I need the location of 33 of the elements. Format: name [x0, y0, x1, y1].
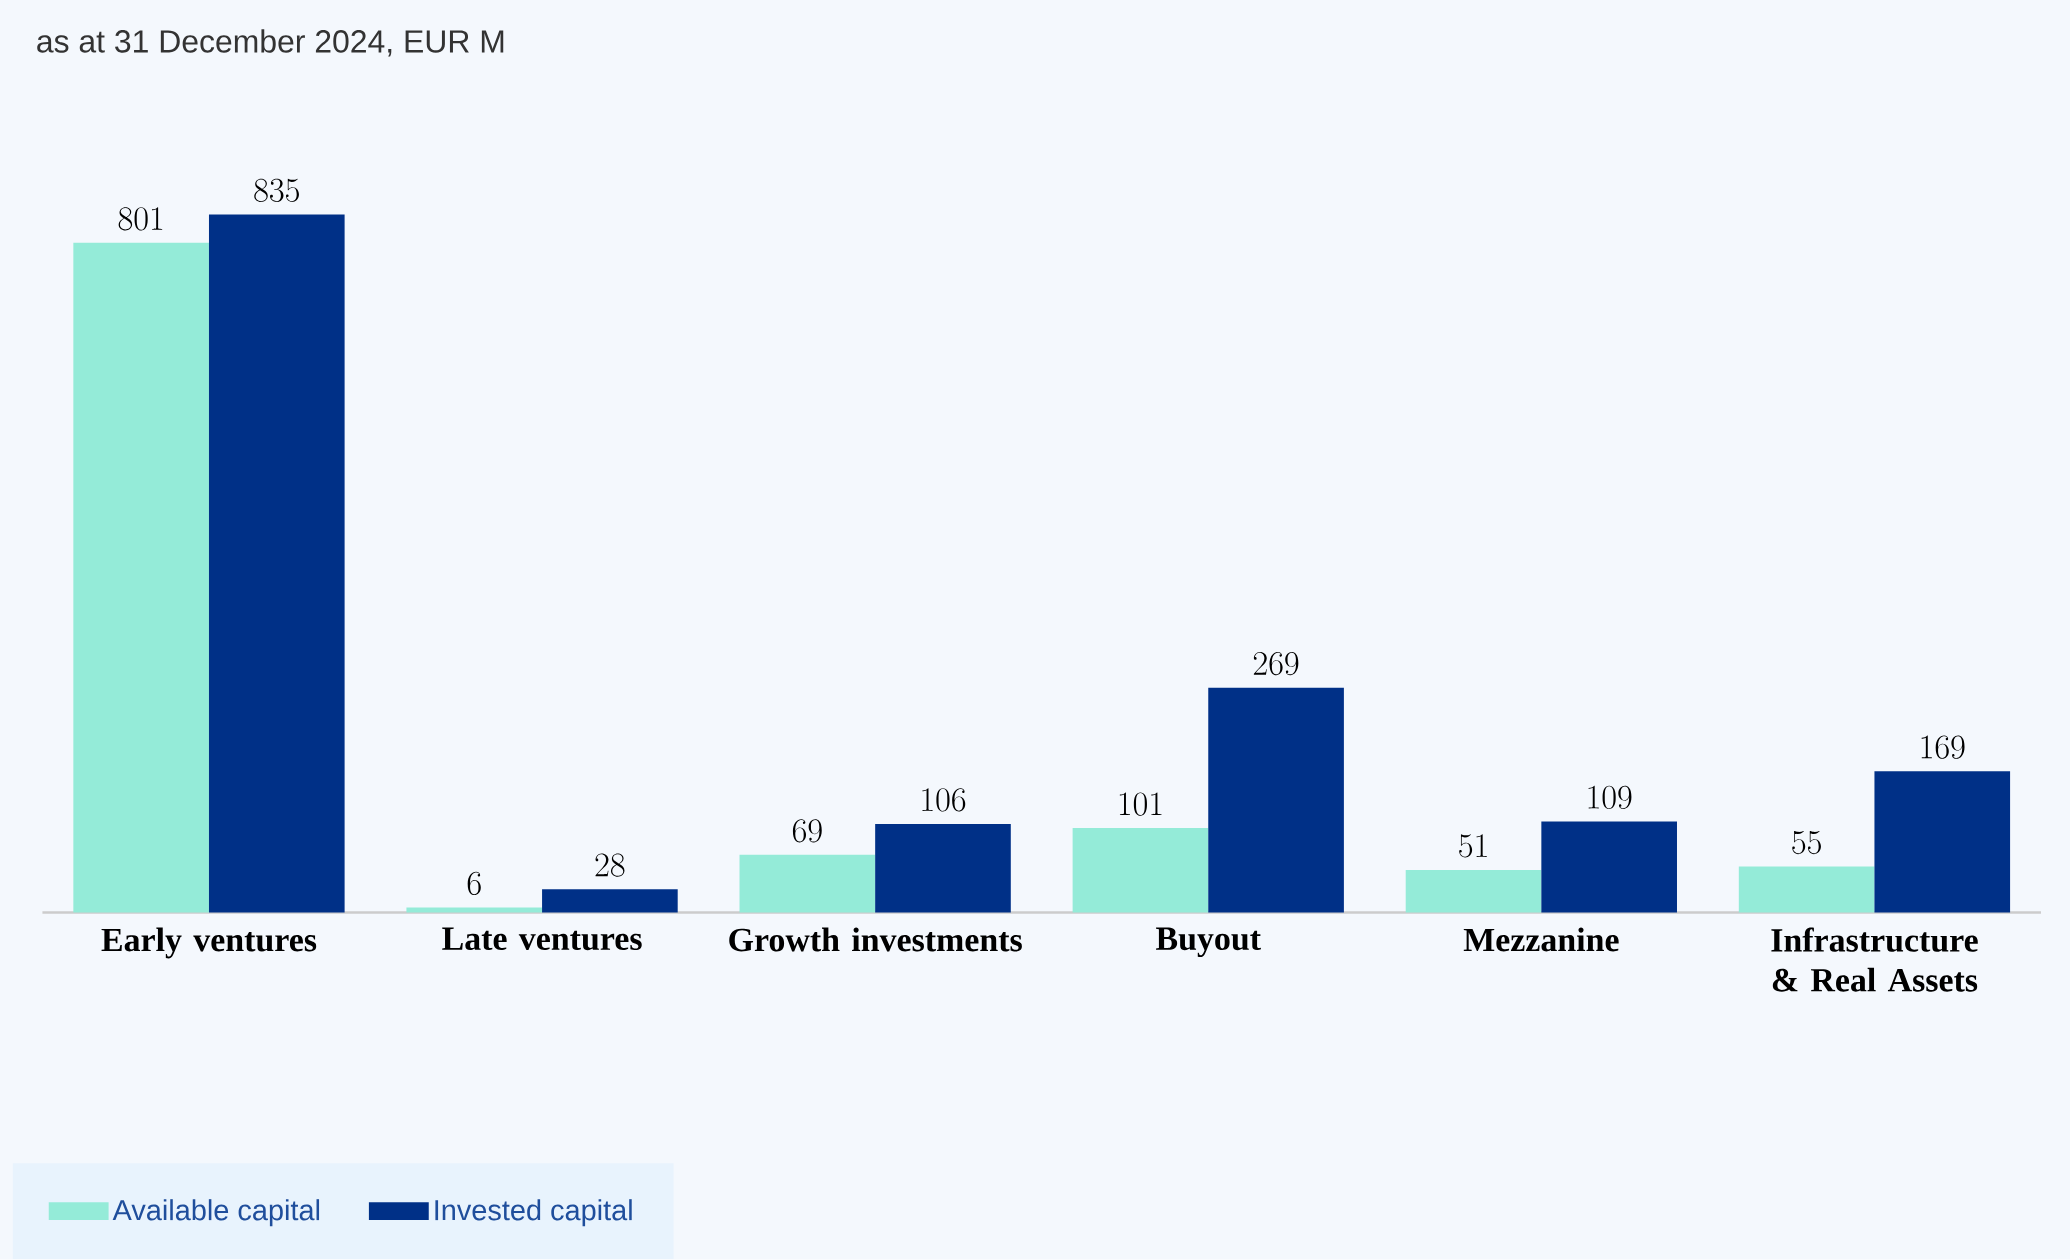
x-tick-label: Late ventures — [442, 927, 642, 951]
bar — [208, 214, 345, 913]
data-label: 109 — [1588, 785, 1632, 810]
data-label: 55 — [1792, 831, 1821, 855]
data-label: 101 — [1119, 792, 1162, 816]
legend-label: Invested capital — [435, 1199, 632, 1227]
bar — [1208, 687, 1344, 913]
data-label: 69 — [792, 819, 822, 843]
x-tick-label: Mezzanine — [1463, 927, 1619, 952]
bar — [1738, 866, 1875, 913]
bar — [73, 243, 209, 913]
data-label: 6 — [467, 872, 481, 896]
data-label: 28 — [595, 853, 625, 877]
data-label: 835 — [254, 178, 299, 203]
data-label: 269 — [1253, 652, 1299, 676]
data-label: 801 — [118, 207, 163, 231]
x-tick-label: Growth investments — [729, 927, 1022, 952]
bar — [542, 889, 678, 913]
legend-label: Available capital — [112, 1199, 320, 1227]
bar — [875, 824, 1011, 913]
data-label: 169 — [1921, 735, 1965, 759]
bar — [406, 907, 543, 913]
data-label: 106 — [922, 788, 966, 812]
bar — [1541, 821, 1677, 913]
bar — [1874, 771, 2011, 913]
bar — [1072, 828, 1209, 913]
x-tick-label: Infrastructure & Real Assets — [1771, 927, 1978, 992]
chart-subtitle: as at 31 December 2024, EUR M — [37, 29, 504, 57]
bar — [739, 855, 876, 913]
x-tick-label: Early ventures — [101, 927, 317, 959]
bar — [1405, 870, 1542, 913]
x-tick-label: Buyout — [1156, 927, 1261, 958]
data-label: 51 — [1459, 834, 1487, 858]
